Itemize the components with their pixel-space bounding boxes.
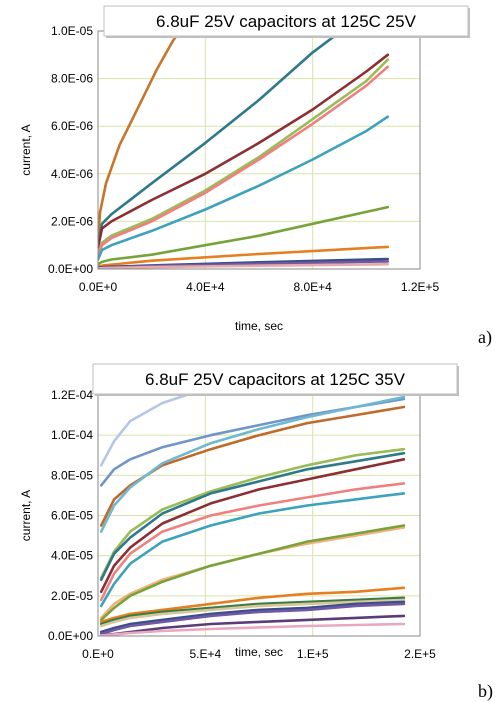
y-tick-label: 1.0E-04 bbox=[51, 428, 93, 442]
y-axis-label: current, A bbox=[19, 490, 33, 541]
x-axis-label: time, sec bbox=[235, 645, 283, 659]
y-tick-label: 8.0E-06 bbox=[51, 72, 93, 86]
panel-label: a) bbox=[478, 327, 492, 348]
x-tick-label: 1.E+5 bbox=[297, 647, 329, 661]
series-group bbox=[98, 31, 390, 269]
x-tick-label: 5.E+4 bbox=[189, 647, 221, 661]
series-line-4 bbox=[98, 58, 390, 256]
y-axis-label: current, A bbox=[19, 124, 33, 175]
panel-label: b) bbox=[478, 681, 493, 702]
y-tick-label: 6.0E-06 bbox=[51, 119, 93, 133]
x-tick-label: 1.2E+5 bbox=[401, 280, 440, 294]
x-axis-label: time, sec bbox=[235, 319, 283, 333]
series-line-7 bbox=[98, 205, 390, 266]
x-tick-label: 0.0E+0 bbox=[79, 280, 118, 294]
series-line-8 bbox=[98, 245, 390, 268]
series-line-1 bbox=[98, 31, 182, 242]
y-tick-label: 1.2E-04 bbox=[51, 388, 93, 402]
series-line-16 bbox=[99, 602, 406, 636]
series-group bbox=[99, 395, 406, 636]
y-tick-label: 0.0E+00 bbox=[48, 262, 93, 276]
series-line-13 bbox=[99, 596, 406, 626]
chart-panel-1: 0.0E+0 4.0E+4 8.0E+4 1.2E+5 0.0E+00 2.0E-06 4.… bbox=[19, 5, 492, 348]
title-box bbox=[92, 363, 458, 395]
x-tick-label: 4.0E+4 bbox=[186, 280, 225, 294]
series-line-18 bbox=[99, 622, 406, 636]
y-tick-label: 2.0E-06 bbox=[51, 214, 93, 228]
series-line-2 bbox=[98, 31, 344, 247]
y-tick-label: 1.0E-05 bbox=[51, 24, 93, 38]
series-line-8 bbox=[99, 482, 406, 602]
series-line-11 bbox=[99, 524, 406, 622]
x-tick-label: 0.E+0 bbox=[82, 647, 114, 661]
series-line-3 bbox=[98, 53, 390, 249]
x-tick-label: 2.E+5 bbox=[404, 647, 436, 661]
series-line-9 bbox=[99, 492, 406, 608]
chart-panel-2: 0.E+0 5.E+4 1.E+5 2.E+5 0.0E+00 2.0E-05 4.0E-0… bbox=[19, 363, 493, 702]
series-line-11 bbox=[98, 262, 390, 269]
y-tick-label: 4.0E-06 bbox=[51, 167, 93, 181]
y-tick-label: 0.0E+00 bbox=[48, 629, 93, 643]
series-line-6 bbox=[99, 451, 406, 582]
series-line-15 bbox=[99, 600, 406, 634]
series-line-7 bbox=[99, 457, 406, 594]
series-line-14 bbox=[99, 598, 406, 628]
x-tick-label: 8.0E+4 bbox=[293, 280, 332, 294]
series-line-5 bbox=[98, 65, 390, 259]
chart-title: 6.8uF 25V capacitors at 125C 35V bbox=[145, 370, 406, 389]
y-tick-label: 4.0E-05 bbox=[51, 549, 93, 563]
chart-title: 6.8uF 25V capacitors at 125C 25V bbox=[156, 12, 417, 31]
y-tick-label: 6.0E-05 bbox=[51, 509, 93, 523]
series-line-12 bbox=[99, 586, 406, 624]
series-line-3 bbox=[99, 405, 406, 527]
series-line-5 bbox=[99, 447, 406, 580]
y-tick-label: 2.0E-05 bbox=[51, 589, 93, 603]
series-line-6 bbox=[98, 115, 390, 261]
series-line-1 bbox=[99, 395, 188, 467]
y-tick-label: 8.0E-05 bbox=[51, 468, 93, 482]
title-box bbox=[103, 5, 469, 37]
series-line-4 bbox=[99, 395, 406, 533]
